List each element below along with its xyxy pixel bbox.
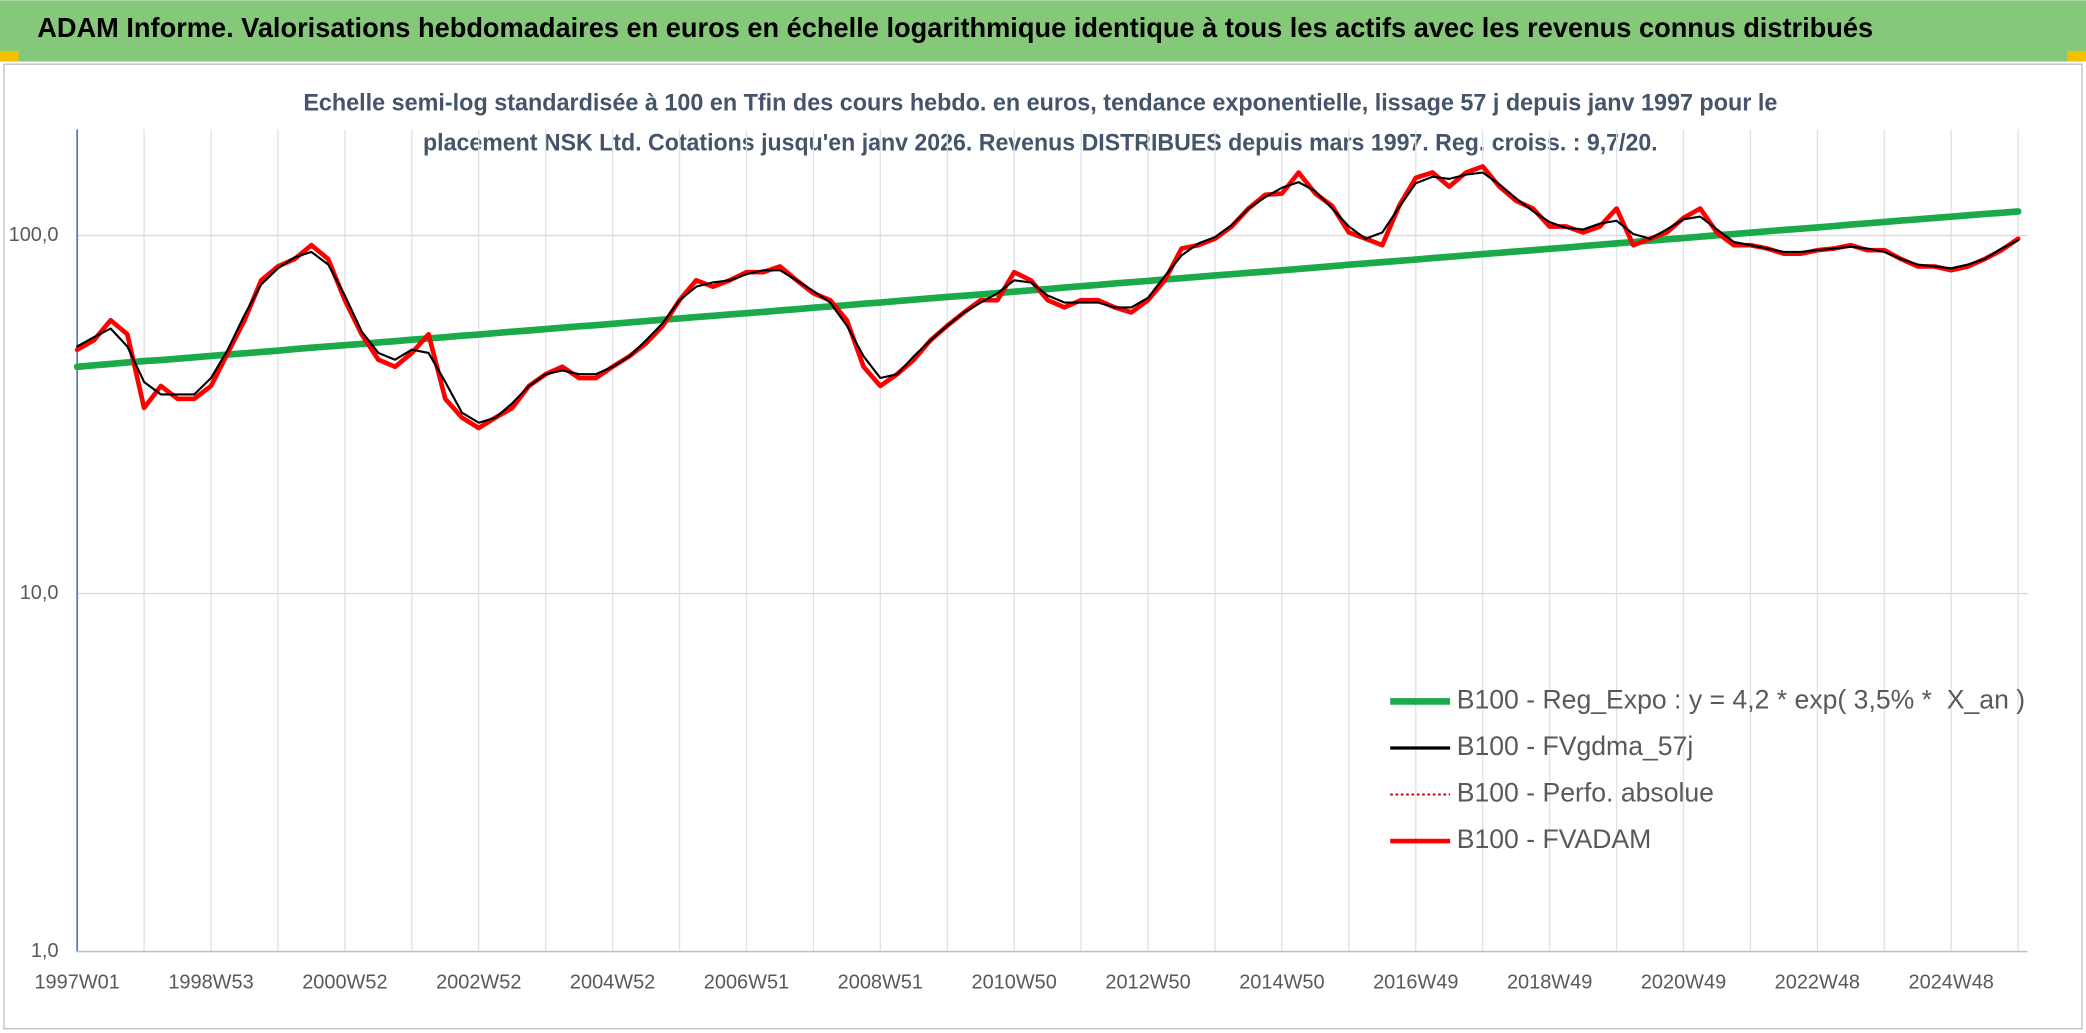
legend-label: B100 - Reg_Expo : y = 4,2 * exp( 3,5% * … <box>1457 684 2025 714</box>
corner-mark <box>2067 50 2086 62</box>
x-tick-label: 2022W48 <box>1775 972 1860 994</box>
legend-label: B100 - FVgdma_57j <box>1457 731 1694 761</box>
series-line <box>73 208 2022 371</box>
x-tick-label: 2012W50 <box>1105 972 1190 994</box>
x-tick-label: 1998W53 <box>168 972 253 994</box>
x-tick-label: 2008W51 <box>838 972 923 994</box>
x-tick-label: 2004W52 <box>570 972 655 994</box>
x-tick-label: 2010W50 <box>972 972 1057 994</box>
x-tick-label: 2006W51 <box>704 972 789 994</box>
x-tick-label: 2016W49 <box>1373 972 1458 994</box>
series-line <box>74 164 2021 431</box>
title-banner <box>0 0 2086 62</box>
chart-subtitle: Echelle semi-log standardisée à 100 en T… <box>303 89 1777 116</box>
corner-mark <box>0 50 19 62</box>
x-tick-label: 2014W50 <box>1239 972 1324 994</box>
y-tick-label: 10,0 <box>20 582 59 604</box>
x-tick-label: 2000W52 <box>302 972 387 994</box>
x-tick-label: 2024W48 <box>1909 972 1994 994</box>
series-line <box>76 171 2020 424</box>
chart-subtitle: placement NSK Ltd. Cotations jusqu'en ja… <box>423 129 1658 156</box>
legend-label: B100 - FVADAM <box>1457 824 1652 854</box>
y-tick-label: 1,0 <box>31 940 59 962</box>
x-tick-label: 2002W52 <box>436 972 521 994</box>
x-tick-label: 2018W49 <box>1507 972 1592 994</box>
x-tick-label: 1997W01 <box>34 972 119 994</box>
chart-frame <box>3 63 2083 1030</box>
x-tick-label: 2020W49 <box>1641 972 1726 994</box>
chart-title: ADAM Informe. Valorisations hebdomadaire… <box>37 12 1873 43</box>
legend-label: B100 - Perfo. absolue <box>1457 778 1714 808</box>
y-tick-label: 100,0 <box>9 224 59 246</box>
